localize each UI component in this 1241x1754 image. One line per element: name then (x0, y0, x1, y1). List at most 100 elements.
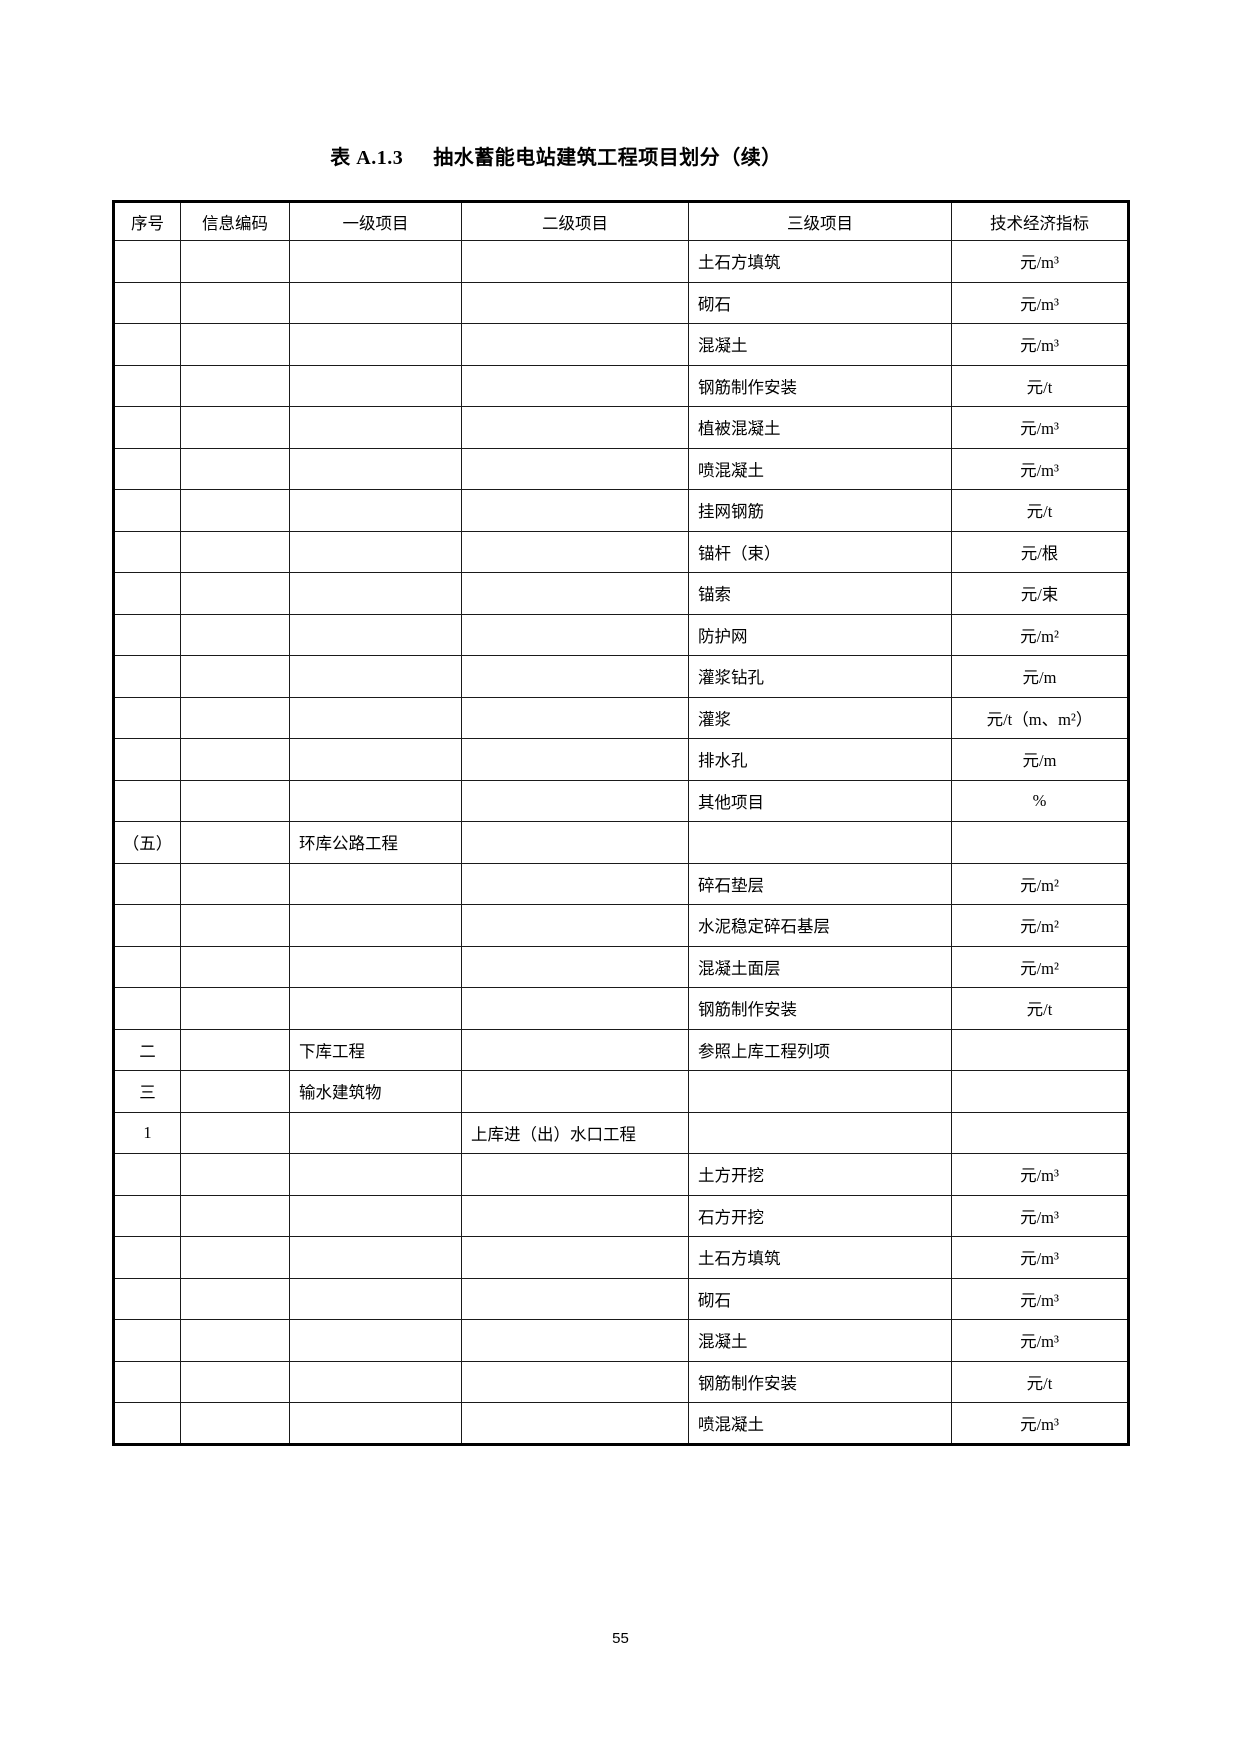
cell-code (180, 738, 290, 781)
cell-seq (113, 323, 181, 366)
cell-indicator (951, 1028, 1129, 1071)
cell-code (180, 987, 290, 1030)
cell-level3: 水泥稳定碎石基层 (688, 904, 952, 947)
cell-level1 (289, 1277, 462, 1320)
cell-level2 (461, 779, 689, 822)
cell-level2 (461, 530, 689, 573)
cell-code (180, 1402, 290, 1445)
cell-indicator: 元/t (951, 987, 1129, 1030)
cell-level2 (461, 1402, 689, 1445)
cell-level3: 挂网钢筋 (688, 489, 952, 532)
table-row: 钢筋制作安装 元/t (113, 1360, 1129, 1403)
cell-level2 (461, 862, 689, 905)
cell-code (180, 281, 290, 324)
cell-code (180, 489, 290, 532)
cell-indicator: 元/m³ (951, 240, 1129, 283)
cell-level1 (289, 364, 462, 407)
cell-level3: 土方开挖 (688, 1153, 952, 1196)
cell-seq (113, 572, 181, 615)
cell-indicator: 元/m (951, 738, 1129, 781)
table-row: 砌石 元/m³ (113, 1277, 1129, 1320)
cell-level3: 防护网 (688, 613, 952, 656)
cell-level2 (461, 1070, 689, 1113)
cell-level1 (289, 281, 462, 324)
table-row: 其他项目 % (113, 779, 1129, 822)
cell-indicator: 元/m² (951, 904, 1129, 947)
cell-level2 (461, 447, 689, 490)
cell-seq: 1 (113, 1111, 181, 1154)
cell-seq (113, 1360, 181, 1403)
cell-level1 (289, 696, 462, 739)
cell-indicator: 元/根 (951, 530, 1129, 573)
cell-level3: 其他项目 (688, 779, 952, 822)
cell-level1 (289, 1360, 462, 1403)
cell-seq: 三 (113, 1070, 181, 1113)
cell-level1 (289, 530, 462, 573)
cell-level3 (688, 1070, 952, 1113)
cell-level2 (461, 613, 689, 656)
cell-level1 (289, 862, 462, 905)
table-row: 钢筋制作安装 元/t (113, 987, 1129, 1030)
cell-seq (113, 1236, 181, 1279)
cell-seq: （五） (113, 821, 181, 864)
cell-code (180, 696, 290, 739)
table-row: 土石方填筑 元/m³ (113, 240, 1129, 283)
cell-code (180, 1070, 290, 1113)
cell-level1 (289, 987, 462, 1030)
cell-code (180, 1028, 290, 1071)
table-row: 混凝土 元/m³ (113, 323, 1129, 366)
cell-level2 (461, 1319, 689, 1362)
cell-level1: 下库工程 (289, 1028, 462, 1071)
cell-indicator (951, 821, 1129, 864)
cell-level3: 混凝土面层 (688, 945, 952, 988)
cell-indicator: 元/m³ (951, 1319, 1129, 1362)
cell-level1 (289, 655, 462, 698)
cell-level2 (461, 1194, 689, 1237)
cell-indicator: 元/m² (951, 945, 1129, 988)
cell-level1 (289, 1402, 462, 1445)
cell-seq (113, 364, 181, 407)
cell-code (180, 613, 290, 656)
cell-level3: 砌石 (688, 1277, 952, 1320)
column-header-level3: 三级项目 (688, 201, 952, 241)
cell-seq: 二 (113, 1028, 181, 1071)
cell-seq (113, 240, 181, 283)
cell-level1 (289, 323, 462, 366)
cell-level3: 碎石垫层 (688, 862, 952, 905)
cell-code (180, 1277, 290, 1320)
cell-level3: 喷混凝土 (688, 447, 952, 490)
cell-code (180, 530, 290, 573)
cell-level1 (289, 1194, 462, 1237)
cell-level2 (461, 987, 689, 1030)
table-row: 1 上库进（出）水口工程 (113, 1111, 1129, 1154)
cell-level2 (461, 1277, 689, 1320)
table-row: 砌石 元/m³ (113, 281, 1129, 324)
table-row: 石方开挖 元/m³ (113, 1194, 1129, 1237)
table-row: 三 输水建筑物 (113, 1070, 1129, 1113)
table-row: 喷混凝土 元/m³ (113, 447, 1129, 490)
cell-level3: 混凝土 (688, 1319, 952, 1362)
cell-indicator: 元/m (951, 655, 1129, 698)
cell-level1 (289, 572, 462, 615)
cell-seq (113, 738, 181, 781)
cell-level1 (289, 1319, 462, 1362)
cell-indicator: 元/m³ (951, 1277, 1129, 1320)
cell-code (180, 447, 290, 490)
cell-level2 (461, 1360, 689, 1403)
cell-level2 (461, 1236, 689, 1279)
cell-code (180, 1319, 290, 1362)
table-row: 锚杆（束） 元/根 (113, 530, 1129, 573)
cell-seq (113, 1402, 181, 1445)
cell-indicator: 元/m³ (951, 1236, 1129, 1279)
table-row: 混凝土 元/m³ (113, 1319, 1129, 1362)
table-row: 灌浆 元/t（m、m²） (113, 696, 1129, 739)
column-header-level2: 二级项目 (461, 201, 689, 241)
cell-level2 (461, 904, 689, 947)
cell-code (180, 862, 290, 905)
cell-indicator: 元/t (951, 1360, 1129, 1403)
cell-level1 (289, 489, 462, 532)
cell-seq (113, 862, 181, 905)
cell-level1 (289, 240, 462, 283)
cell-level3: 钢筋制作安装 (688, 1360, 952, 1403)
cell-seq (113, 779, 181, 822)
